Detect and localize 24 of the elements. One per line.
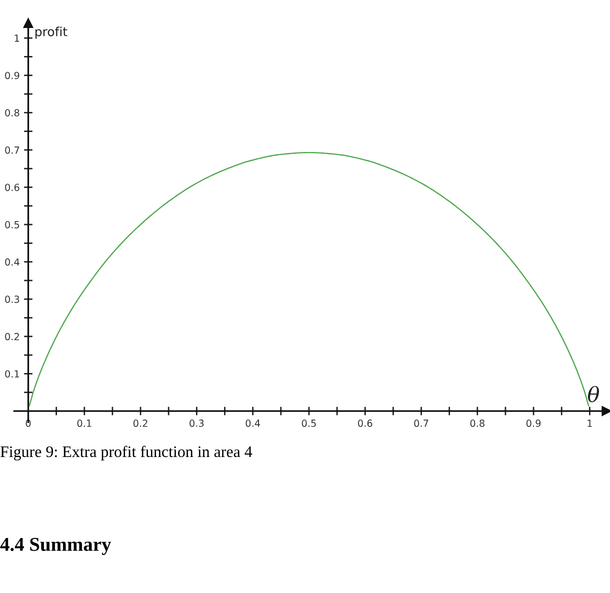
- x-axis-title: θ: [588, 386, 600, 402]
- y-tick-label: 0.6: [5, 184, 20, 192]
- text: 4.4 Summary: [0, 538, 112, 555]
- y-tick-label: 0.7: [5, 146, 20, 154]
- x-tick-label: 0.7: [414, 420, 428, 427]
- y-tick-label: 0.2: [5, 332, 19, 340]
- y-tick-label: 0.4: [5, 258, 20, 266]
- y-axis-title: profit: [35, 26, 68, 39]
- y-tick-label: 0.9: [5, 72, 20, 80]
- x-tick-label: 0.8: [470, 420, 484, 427]
- x-tick-label: 0.5: [302, 420, 316, 427]
- caption: Figure 9: Extra profit function in area 4: [0, 446, 252, 460]
- x-tick-label: 0.3: [190, 420, 204, 427]
- y-tick-label: 0.1: [5, 370, 20, 378]
- x-tick-label: 0.1: [77, 420, 92, 427]
- y-tick-label: 0.3: [5, 296, 20, 303]
- y-tick-label: 0.8: [5, 109, 20, 116]
- y-tick-label: 1: [14, 34, 20, 42]
- x-tick-label: 1: [588, 420, 592, 427]
- y-tick-label: 0.5: [5, 221, 20, 228]
- x-tick-label: 0.9: [526, 420, 541, 427]
- x-tick-label: 0.4: [246, 420, 260, 427]
- x-tick-label: 0.2: [133, 420, 148, 427]
- x-tick-label: 0.6: [358, 420, 372, 427]
